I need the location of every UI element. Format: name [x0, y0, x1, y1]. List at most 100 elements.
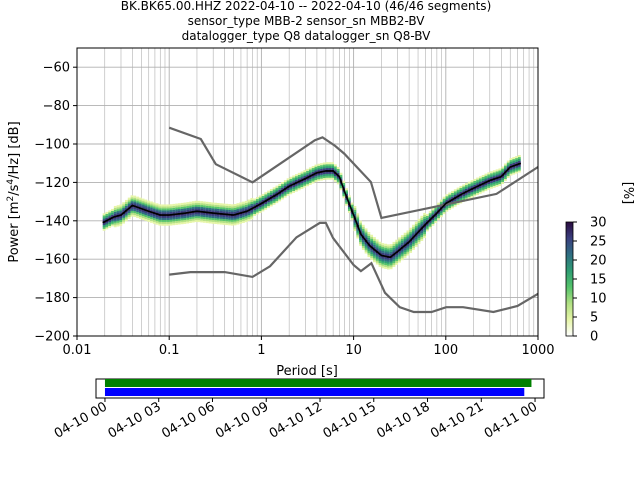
histogram-cell: [122, 204, 125, 207]
histogram-cell: [428, 224, 432, 227]
histogram-cell: [342, 196, 346, 199]
histogram-cell: [414, 229, 418, 232]
histogram-cell: [219, 218, 223, 221]
y-tick-label: −180: [34, 291, 70, 306]
histogram-cell: [484, 173, 488, 176]
histogram-cell: [406, 245, 410, 248]
histogram-cell: [303, 172, 307, 175]
histogram-cell: [269, 192, 273, 195]
histogram-cell: [303, 175, 307, 179]
histogram-cell: [386, 257, 390, 260]
histogram-cell: [105, 221, 109, 224]
histogram-cell: [116, 224, 120, 227]
histogram-cell: [392, 247, 396, 250]
histogram-cell: [465, 184, 468, 188]
histogram-cell: [373, 258, 376, 261]
histogram-cell: [336, 168, 340, 171]
histogram-cell: [501, 172, 505, 175]
histogram-cell: [225, 205, 229, 208]
histogram-cell: [247, 199, 251, 202]
histogram-cell: [370, 253, 374, 257]
histogram-cell: [364, 236, 368, 239]
histogram-cell: [239, 221, 243, 224]
histogram-cell: [172, 221, 176, 224]
histogram-cell: [417, 220, 421, 223]
histogram-cell: [403, 253, 407, 256]
histogram-cell: [501, 179, 505, 183]
histogram-cell: [191, 206, 195, 210]
histogram-cell: [423, 212, 426, 216]
histogram-cell: [133, 207, 137, 210]
histogram-cell: [420, 219, 424, 222]
histogram-cell: [456, 191, 460, 194]
histogram-cell: [403, 248, 407, 251]
histogram-cell: [406, 230, 410, 233]
histogram-cell: [105, 227, 109, 230]
histogram-cell: [378, 243, 382, 246]
histogram-cell: [286, 178, 290, 181]
histogram-cell: [122, 213, 125, 216]
histogram-cell: [208, 213, 212, 216]
histogram-cell: [186, 217, 190, 220]
histogram-cell: [465, 183, 468, 186]
histogram-cell: [437, 208, 440, 211]
histogram-cell: [233, 204, 237, 207]
histogram-cell: [384, 262, 387, 266]
histogram-cell: [473, 178, 477, 182]
histogram-cell: [386, 259, 390, 262]
histogram-cell: [509, 171, 513, 174]
histogram-cell: [247, 214, 251, 218]
histogram-cell: [439, 211, 443, 214]
histogram-cell: [373, 254, 376, 257]
x-tick-label: 1000: [521, 343, 554, 358]
histogram-cell: [253, 202, 256, 205]
histogram-cell: [451, 194, 454, 197]
histogram-cell: [484, 175, 488, 178]
histogram-cell: [211, 221, 215, 224]
histogram-cell: [239, 210, 243, 213]
histogram-cell: [222, 211, 226, 214]
histogram-cell: [278, 189, 282, 192]
histogram-cell: [356, 228, 360, 231]
histogram-cell: [320, 163, 323, 166]
histogram-cell: [381, 266, 385, 269]
histogram-cell: [189, 218, 192, 222]
histogram-cell: [194, 219, 198, 223]
histogram-cell: [152, 202, 156, 205]
histogram-cell: [194, 200, 198, 203]
histogram-cell: [409, 248, 413, 251]
histogram-cell: [258, 201, 262, 204]
histogram-cell: [161, 215, 165, 219]
histogram-cell: [342, 184, 346, 187]
histogram-cell: [155, 216, 159, 219]
histogram-cell: [339, 174, 343, 177]
histogram-cell: [236, 210, 240, 214]
histogram-cell: [122, 219, 125, 222]
histogram-cell: [180, 218, 184, 221]
histogram-cell: [203, 218, 206, 221]
histogram-cell: [425, 225, 429, 228]
histogram-cell: [425, 217, 429, 220]
histogram-cell: [180, 206, 184, 209]
histogram-cell: [334, 173, 337, 177]
histogram-cell: [289, 188, 293, 191]
histogram-cell: [116, 216, 120, 219]
histogram-cell: [244, 214, 248, 217]
histogram-cell: [347, 199, 351, 202]
title-line-2: sensor_type MBB-2 sensor_sn MBB2-BV: [188, 14, 426, 28]
histogram-cell: [141, 213, 145, 217]
histogram-cell: [247, 218, 251, 221]
histogram-cell: [465, 186, 468, 189]
histogram-cell: [375, 252, 379, 255]
histogram-cell: [211, 206, 215, 209]
histogram-cell: [203, 213, 206, 216]
histogram-cell: [359, 220, 362, 223]
histogram-cell: [208, 215, 212, 218]
histogram-cell: [233, 221, 237, 224]
y-tick-label: −80: [43, 99, 70, 114]
histogram-cell: [423, 228, 426, 231]
histogram-cell: [127, 216, 131, 219]
histogram-cell: [250, 199, 254, 203]
histogram-cell: [303, 185, 307, 188]
colorbar-label: [%]: [620, 182, 635, 205]
